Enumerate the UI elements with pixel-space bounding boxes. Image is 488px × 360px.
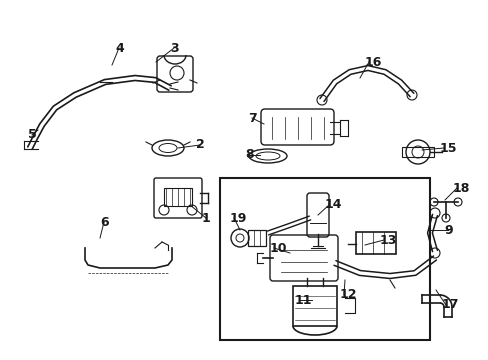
Bar [220,178,429,340]
Text: 8: 8 [244,148,253,162]
Text: 15: 15 [439,141,457,154]
Text: 7: 7 [247,112,256,125]
Bar [292,286,336,326]
Bar [163,188,192,206]
Text: 6: 6 [100,216,108,229]
Text: 1: 1 [202,211,210,225]
Text: 10: 10 [269,242,287,255]
Bar [247,230,265,246]
Text: 11: 11 [294,293,312,306]
Text: 13: 13 [379,234,397,247]
Text: 5: 5 [28,129,37,141]
Bar [355,232,395,254]
Text: 3: 3 [170,41,178,54]
Text: 16: 16 [364,55,382,68]
Text: 4: 4 [115,41,123,54]
Bar [401,147,433,157]
Text: 9: 9 [443,224,452,237]
Text: 17: 17 [441,298,459,311]
Text: 12: 12 [339,288,357,302]
Text: 18: 18 [452,181,469,194]
Text: 19: 19 [229,211,247,225]
Text: 2: 2 [196,139,204,152]
Text: 14: 14 [325,198,342,211]
